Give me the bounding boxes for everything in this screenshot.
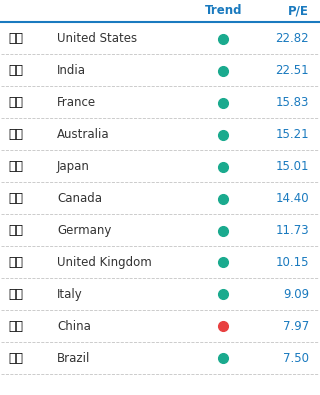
Text: 🇧🇷: 🇧🇷 bbox=[8, 352, 23, 365]
Text: 🇨🇳: 🇨🇳 bbox=[8, 320, 23, 333]
Text: 14.40: 14.40 bbox=[276, 192, 309, 205]
Text: Trend: Trend bbox=[205, 4, 242, 17]
Text: Germany: Germany bbox=[57, 224, 111, 237]
Text: France: France bbox=[57, 96, 96, 109]
Text: Australia: Australia bbox=[57, 128, 109, 141]
Text: 15.21: 15.21 bbox=[276, 128, 309, 141]
Text: 11.73: 11.73 bbox=[276, 224, 309, 237]
Text: Italy: Italy bbox=[57, 288, 83, 301]
Text: Canada: Canada bbox=[57, 192, 102, 205]
Text: P/E: P/E bbox=[288, 4, 309, 17]
Text: India: India bbox=[57, 64, 86, 77]
Text: 7.97: 7.97 bbox=[283, 320, 309, 333]
Text: 9.09: 9.09 bbox=[283, 288, 309, 301]
Text: 🇨🇦: 🇨🇦 bbox=[8, 192, 23, 205]
Text: 🇦🇺: 🇦🇺 bbox=[8, 128, 23, 141]
Text: United Kingdom: United Kingdom bbox=[57, 256, 152, 269]
Text: 🇯🇵: 🇯🇵 bbox=[8, 160, 23, 173]
Text: China: China bbox=[57, 320, 91, 333]
Text: 🇺🇸: 🇺🇸 bbox=[8, 32, 23, 45]
Text: 🇮🇹: 🇮🇹 bbox=[8, 288, 23, 301]
Text: 7.50: 7.50 bbox=[283, 352, 309, 365]
Text: 🇫🇷: 🇫🇷 bbox=[8, 96, 23, 109]
Text: 15.01: 15.01 bbox=[276, 160, 309, 173]
Text: 22.51: 22.51 bbox=[276, 64, 309, 77]
Text: Brazil: Brazil bbox=[57, 352, 90, 365]
Text: 10.15: 10.15 bbox=[276, 256, 309, 269]
Text: 15.83: 15.83 bbox=[276, 96, 309, 109]
Text: 🇮🇳: 🇮🇳 bbox=[8, 64, 23, 77]
Text: 🇬🇧: 🇬🇧 bbox=[8, 256, 23, 269]
Text: Japan: Japan bbox=[57, 160, 90, 173]
Text: United States: United States bbox=[57, 32, 137, 45]
Text: 🇩🇪: 🇩🇪 bbox=[8, 224, 23, 237]
Text: 22.82: 22.82 bbox=[276, 32, 309, 45]
